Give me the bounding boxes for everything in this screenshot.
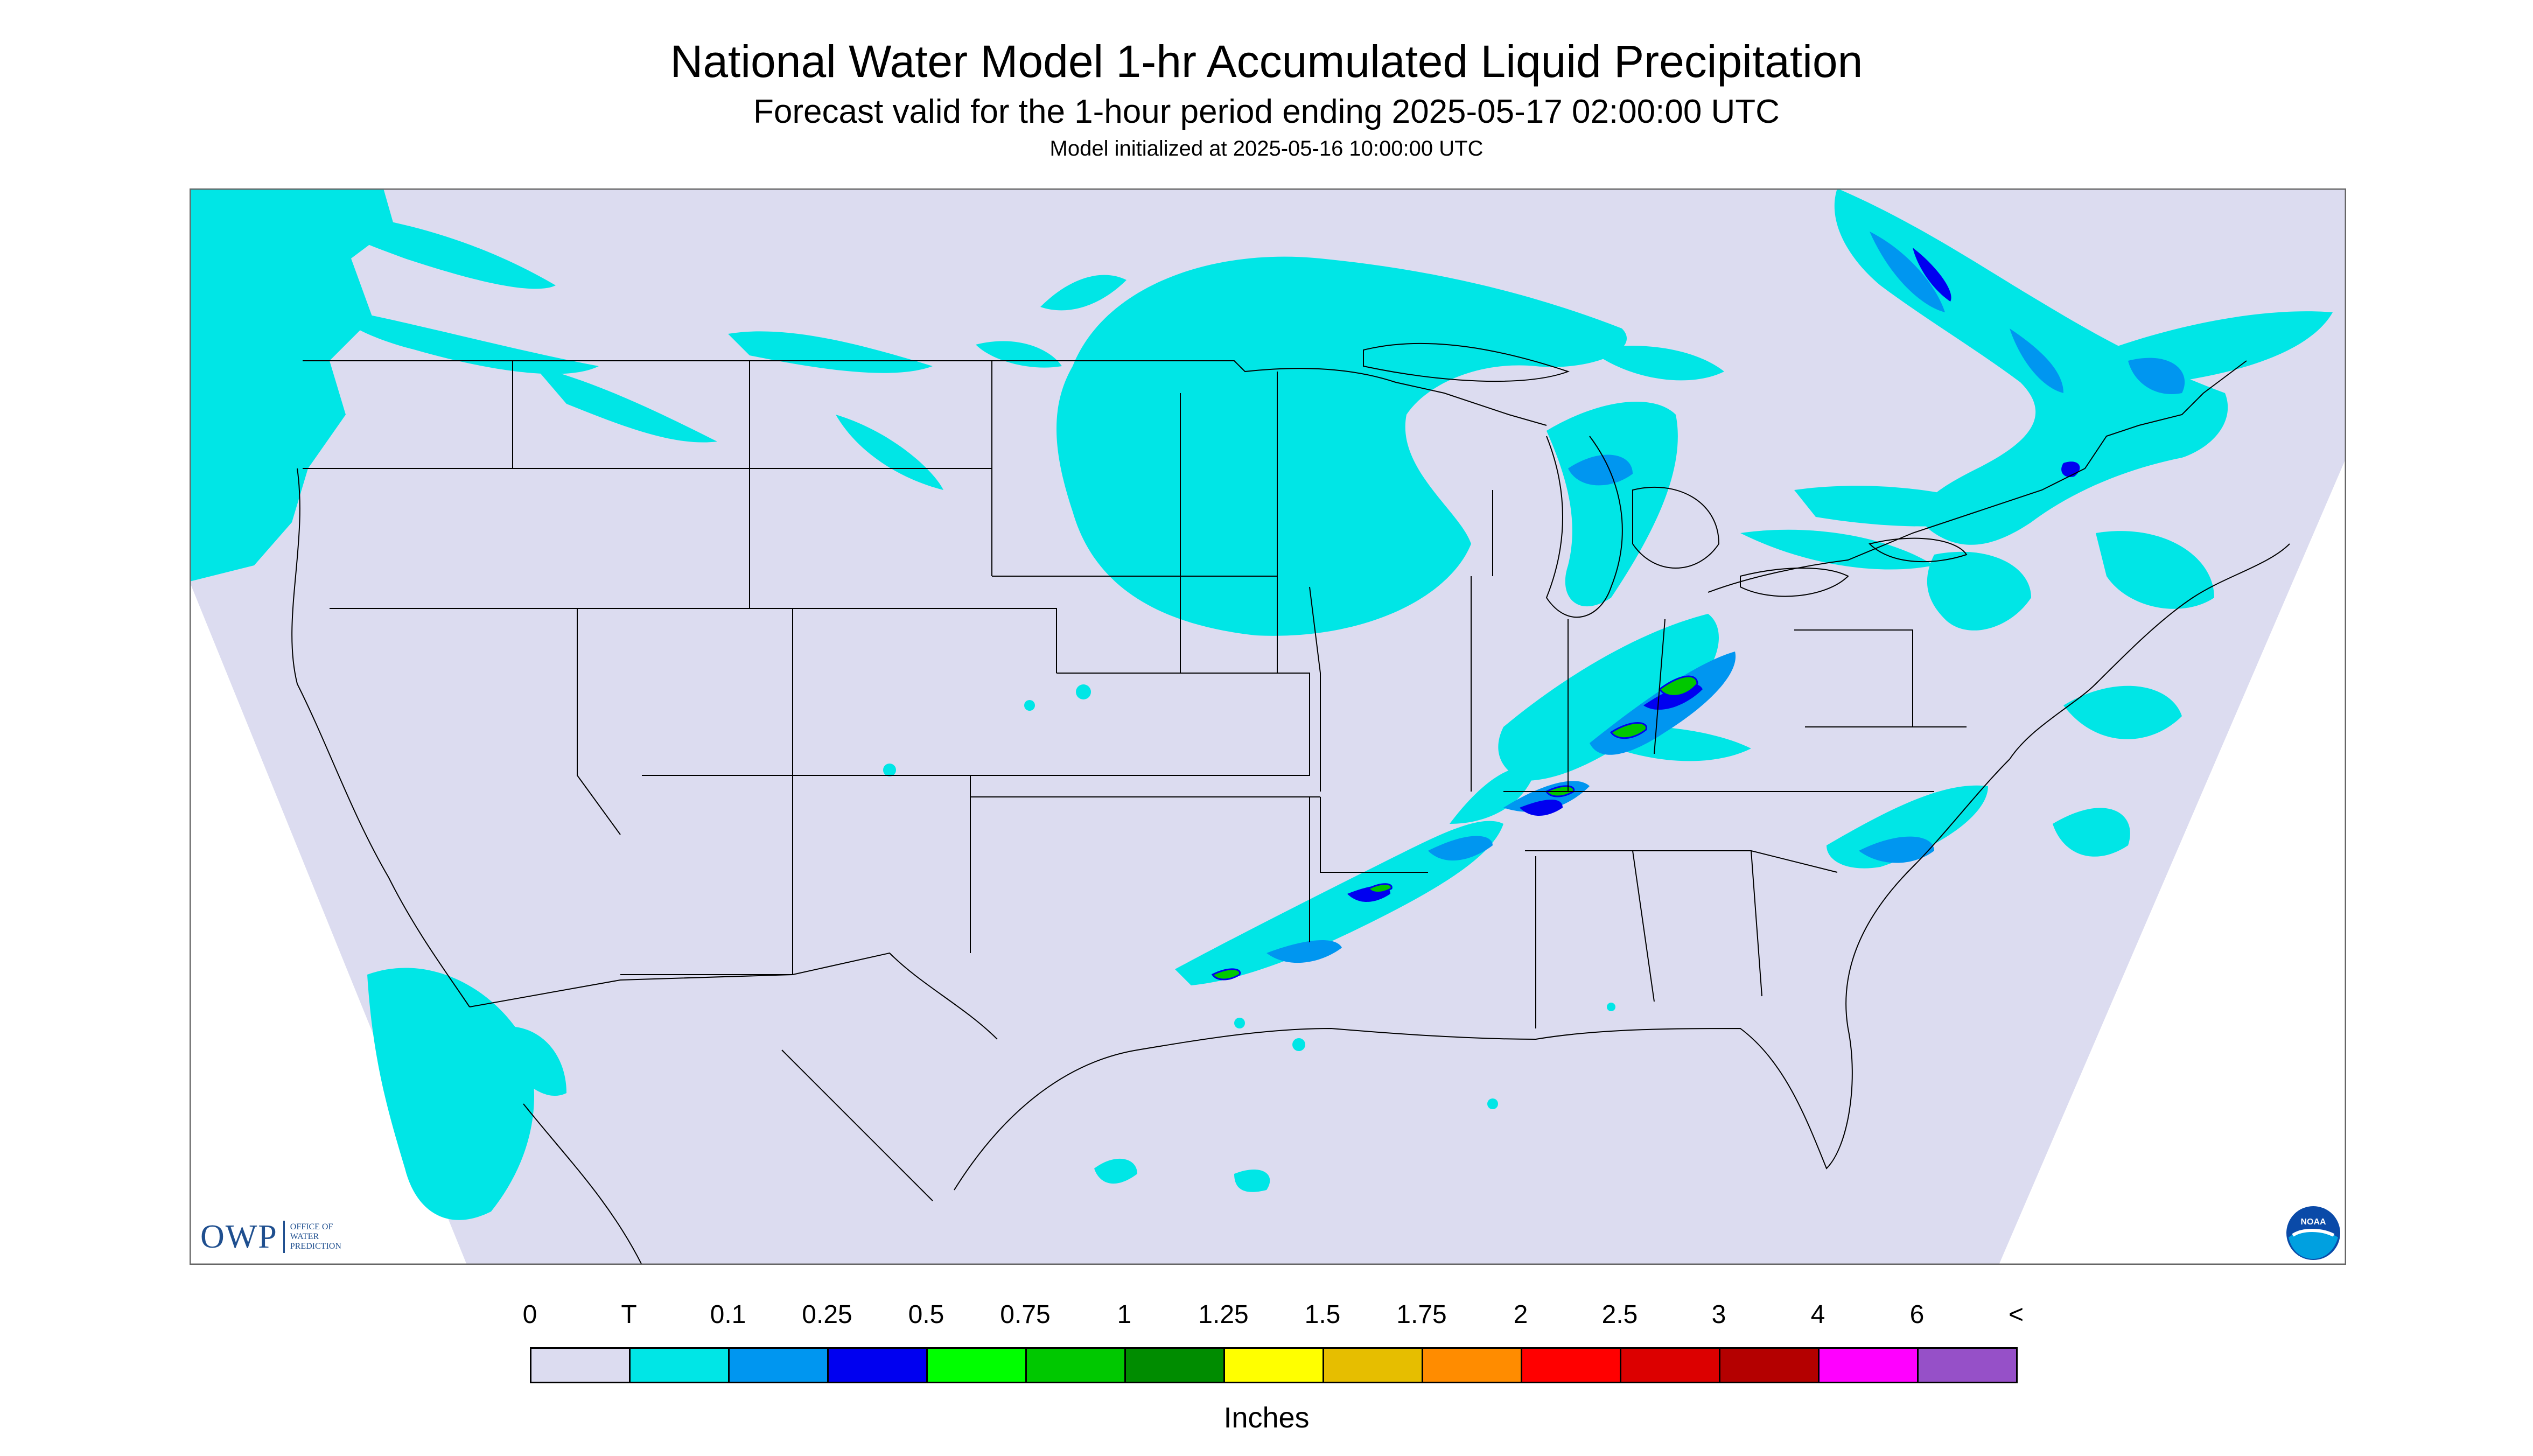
- precip-heavy: [1211, 675, 1698, 981]
- legend-label: <: [2008, 1300, 2024, 1329]
- legend-swatch: [1323, 1347, 1422, 1383]
- legend-swatch: [926, 1347, 1025, 1383]
- legend-swatch: [1917, 1347, 2018, 1383]
- precipitation-map: [190, 188, 2346, 1265]
- legend-label: 0.5: [908, 1300, 944, 1329]
- legend-label: 2: [1513, 1300, 1528, 1329]
- legend-swatch: [1818, 1347, 1917, 1383]
- legend-label: 1.5: [1304, 1300, 1341, 1329]
- model-init-text: Model initialized at 2025-05-16 10:00:00…: [1049, 137, 1484, 160]
- legend-label: 3: [1711, 1300, 1726, 1329]
- legend-swatch: [728, 1347, 827, 1383]
- owp-logo-subtext: OFFICE OF WATER PREDICTION: [290, 1222, 341, 1251]
- chart-subtitle: Forecast valid for the 1-hour period end…: [753, 93, 1780, 130]
- legend-swatch: [629, 1347, 728, 1383]
- owp-logo: OWP OFFICE OF WATER PREDICTION: [200, 1218, 341, 1256]
- owp-logo-text: OWP: [200, 1218, 278, 1255]
- legend-swatch: [1223, 1347, 1323, 1383]
- owp-logo-separator: [283, 1221, 285, 1253]
- legend-label: 0.1: [710, 1300, 746, 1329]
- legend-label: 1: [1117, 1300, 1132, 1329]
- legend-swatch: [1521, 1347, 1620, 1383]
- legend-swatch: [1124, 1347, 1223, 1383]
- legend-swatch: [530, 1347, 629, 1383]
- legend-swatch: [1620, 1347, 1719, 1383]
- legend-label: 0.25: [802, 1300, 852, 1329]
- legend-label: 4: [1810, 1300, 1825, 1329]
- legend-label: 6: [1909, 1300, 1925, 1329]
- legend-label: 0: [522, 1300, 537, 1329]
- legend-label: T: [621, 1300, 637, 1329]
- legend-label: 0.75: [1000, 1300, 1051, 1329]
- legend-swatch: [1025, 1347, 1124, 1383]
- noaa-logo-text: NOAA: [2300, 1217, 2326, 1227]
- legend-swatch: [1422, 1347, 1521, 1383]
- legend-swatch: [1719, 1347, 1818, 1383]
- legend-label: 1.75: [1396, 1300, 1447, 1329]
- owp-sub-2: WATER: [290, 1232, 319, 1241]
- legend-label: 1.25: [1198, 1300, 1249, 1329]
- map-border: [190, 188, 2346, 1265]
- legend-units: Inches: [1223, 1402, 1310, 1434]
- legend-swatch: [827, 1347, 926, 1383]
- noaa-logo: NOAA: [2286, 1206, 2340, 1260]
- owp-sub-1: OFFICE OF: [290, 1222, 333, 1231]
- legend-label: 2.5: [1601, 1300, 1638, 1329]
- boundaries: [291, 342, 2290, 1265]
- projection-domain: [190, 188, 2346, 1265]
- owp-sub-3: PREDICTION: [290, 1242, 341, 1251]
- chart-title: National Water Model 1-hr Accumulated Li…: [670, 36, 1863, 87]
